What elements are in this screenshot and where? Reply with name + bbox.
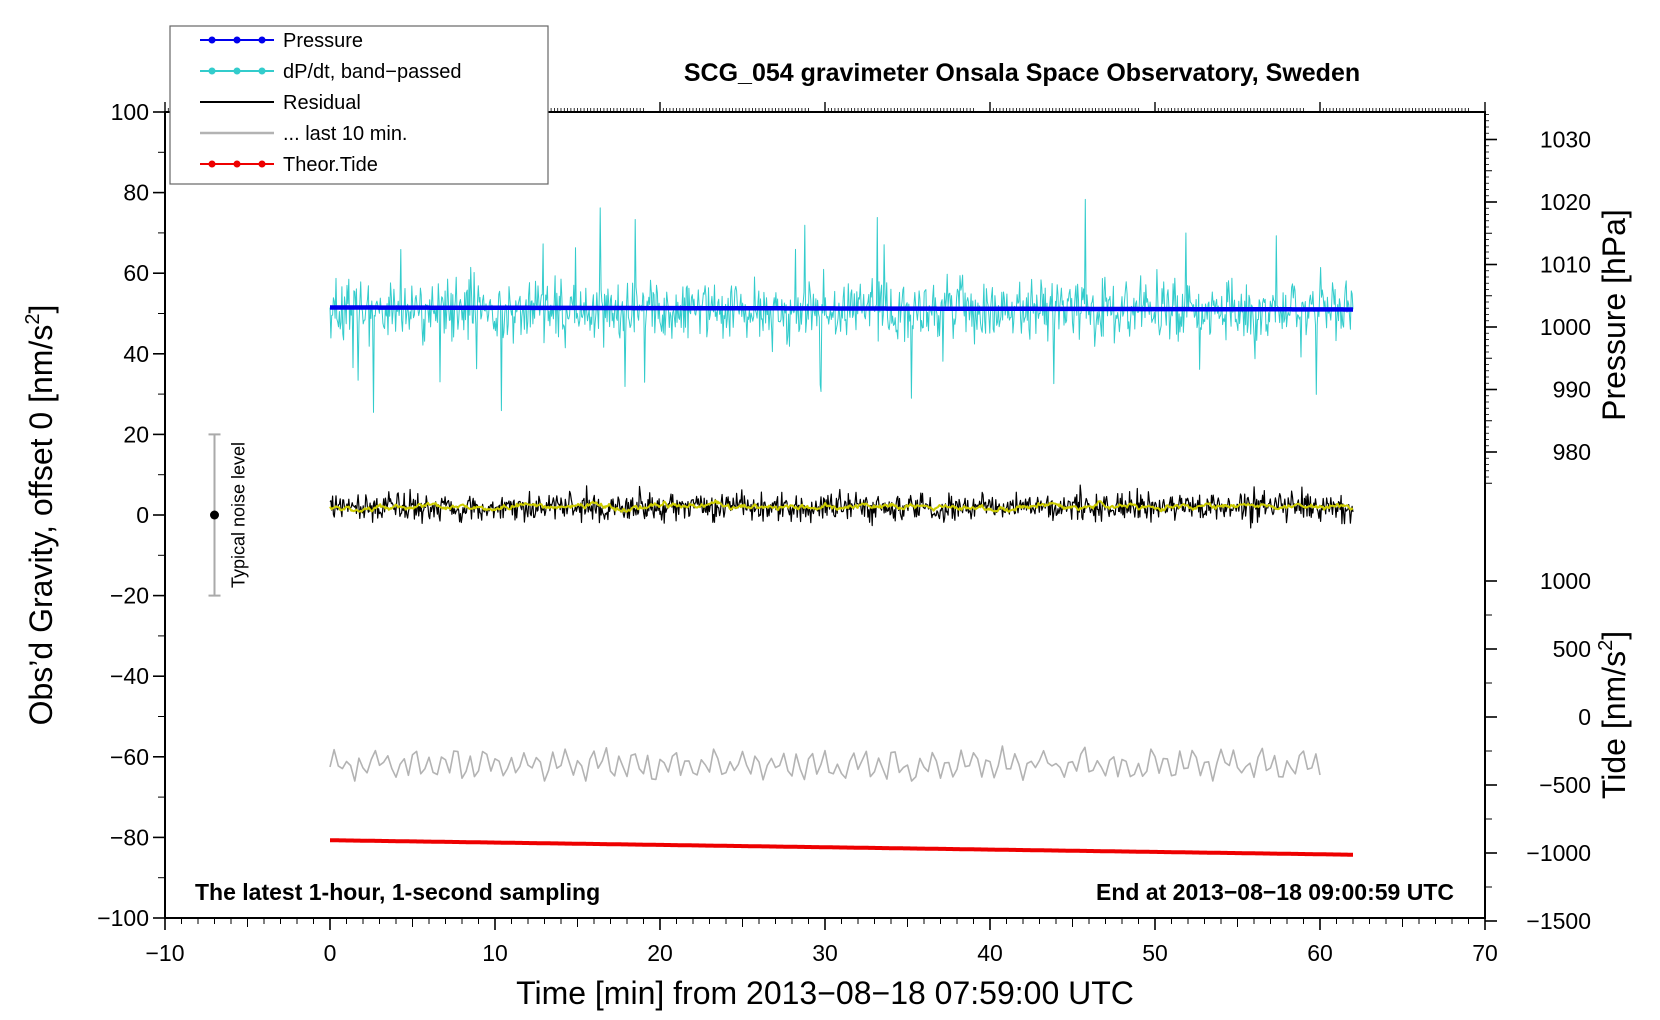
x-axis-title: Time [min] from 2013−08−18 07:59:00 UTC bbox=[516, 975, 1134, 1011]
legend-marker bbox=[258, 36, 266, 44]
tide-tick-label: 500 bbox=[1553, 636, 1591, 662]
tide-tick-label: 1000 bbox=[1540, 568, 1591, 594]
legend-marker bbox=[258, 67, 266, 75]
noise-label: Typical noise level bbox=[229, 442, 249, 588]
y-tick-label: −100 bbox=[97, 905, 149, 931]
y-tick-label: 80 bbox=[123, 180, 149, 206]
pressure-tick-label: 990 bbox=[1553, 377, 1591, 403]
legend: Pressure dP/dt, band−passed Residual ... la… bbox=[169, 25, 549, 185]
pressure-tick-label: 1010 bbox=[1540, 252, 1591, 278]
x-tick-label: 30 bbox=[812, 940, 838, 966]
x-tick-label: −10 bbox=[145, 940, 184, 966]
tide-tick-label: 0 bbox=[1578, 704, 1591, 730]
y-tick-label: 20 bbox=[123, 421, 149, 447]
tide-tick-label: −500 bbox=[1539, 772, 1591, 798]
x-tick-label: 60 bbox=[1307, 940, 1333, 966]
legend-label: Pressure bbox=[283, 30, 363, 52]
y-axis-title: Obs’d Gravity, offset 0 [nm/s2] bbox=[22, 305, 59, 726]
series-residual bbox=[329, 484, 1354, 529]
x-tick-label: 50 bbox=[1142, 940, 1168, 966]
x-tick-label: 10 bbox=[482, 940, 508, 966]
pressure-tick-label: 1030 bbox=[1540, 127, 1591, 153]
y-tick-label: 0 bbox=[136, 502, 149, 528]
y-tick-label: 40 bbox=[123, 341, 149, 367]
pressure-axis-title: Pressure [hPa] bbox=[1596, 209, 1632, 421]
chart-title: SCG_054 gravimeter Onsala Space Observat… bbox=[684, 59, 1360, 87]
noise-bar: Typical noise level bbox=[208, 433, 249, 597]
annotation-left: The latest 1-hour, 1-second sampling bbox=[195, 879, 600, 905]
tide-axis-title-close: ] bbox=[1596, 631, 1632, 640]
legend-marker bbox=[258, 160, 266, 168]
series-residual-smoothed bbox=[329, 499, 1354, 513]
series-last-10-min bbox=[329, 745, 1321, 782]
tide-axis-title: Tide [nm/s2] bbox=[1595, 631, 1632, 799]
x-tick-label: 0 bbox=[324, 940, 337, 966]
tide-axis-title-main: Tide [nm/s bbox=[1596, 651, 1632, 799]
legend-marker bbox=[233, 67, 241, 75]
y-tick-label: 100 bbox=[111, 99, 149, 125]
y-tick-label: −20 bbox=[110, 583, 149, 609]
y-tick-label: −80 bbox=[110, 824, 149, 850]
y-tick-label: −40 bbox=[110, 663, 149, 689]
y-tick-label: 60 bbox=[123, 260, 149, 286]
pressure-tick-label: 1020 bbox=[1540, 189, 1591, 215]
legend-label: ... last 10 min. bbox=[283, 123, 408, 145]
annotation-right: End at 2013−08−18 09:00:59 UTC bbox=[1096, 879, 1454, 905]
legend-marker bbox=[233, 36, 241, 44]
legend-label: Residual bbox=[283, 92, 361, 114]
series-theor-tide bbox=[328, 838, 1355, 857]
x-tick-label: 20 bbox=[647, 940, 673, 966]
legend-marker bbox=[208, 160, 216, 168]
x-tick-label: 40 bbox=[977, 940, 1003, 966]
series-layer bbox=[328, 198, 1355, 857]
y-axis-title-sup: 2 bbox=[22, 314, 44, 325]
y-tick-label: −60 bbox=[110, 744, 149, 770]
legend-label: dP/dt, band−passed bbox=[283, 61, 461, 83]
legend-marker bbox=[233, 160, 241, 168]
legend-marker bbox=[208, 36, 216, 44]
legend-items: Pressure dP/dt, band−passed Residual ... la… bbox=[200, 30, 461, 176]
series-pressure bbox=[328, 305, 1355, 312]
legend-box bbox=[169, 25, 549, 185]
tide-tick-label: −1500 bbox=[1526, 908, 1591, 934]
tide-tick-label: −1000 bbox=[1526, 840, 1591, 866]
x-tick-label: 70 bbox=[1472, 940, 1498, 966]
legend-marker bbox=[208, 67, 216, 75]
legend-label: Theor.Tide bbox=[283, 154, 378, 176]
tide-axis-title-sup: 2 bbox=[1595, 640, 1617, 651]
pressure-tick-label: 1000 bbox=[1540, 314, 1591, 340]
y-axis-title-close: ] bbox=[23, 305, 59, 314]
y-axis-title-main: Obs’d Gravity, offset 0 [nm/s bbox=[23, 325, 59, 726]
pressure-tick-label: 980 bbox=[1553, 439, 1591, 465]
noise-bar-center-dot bbox=[210, 510, 219, 520]
